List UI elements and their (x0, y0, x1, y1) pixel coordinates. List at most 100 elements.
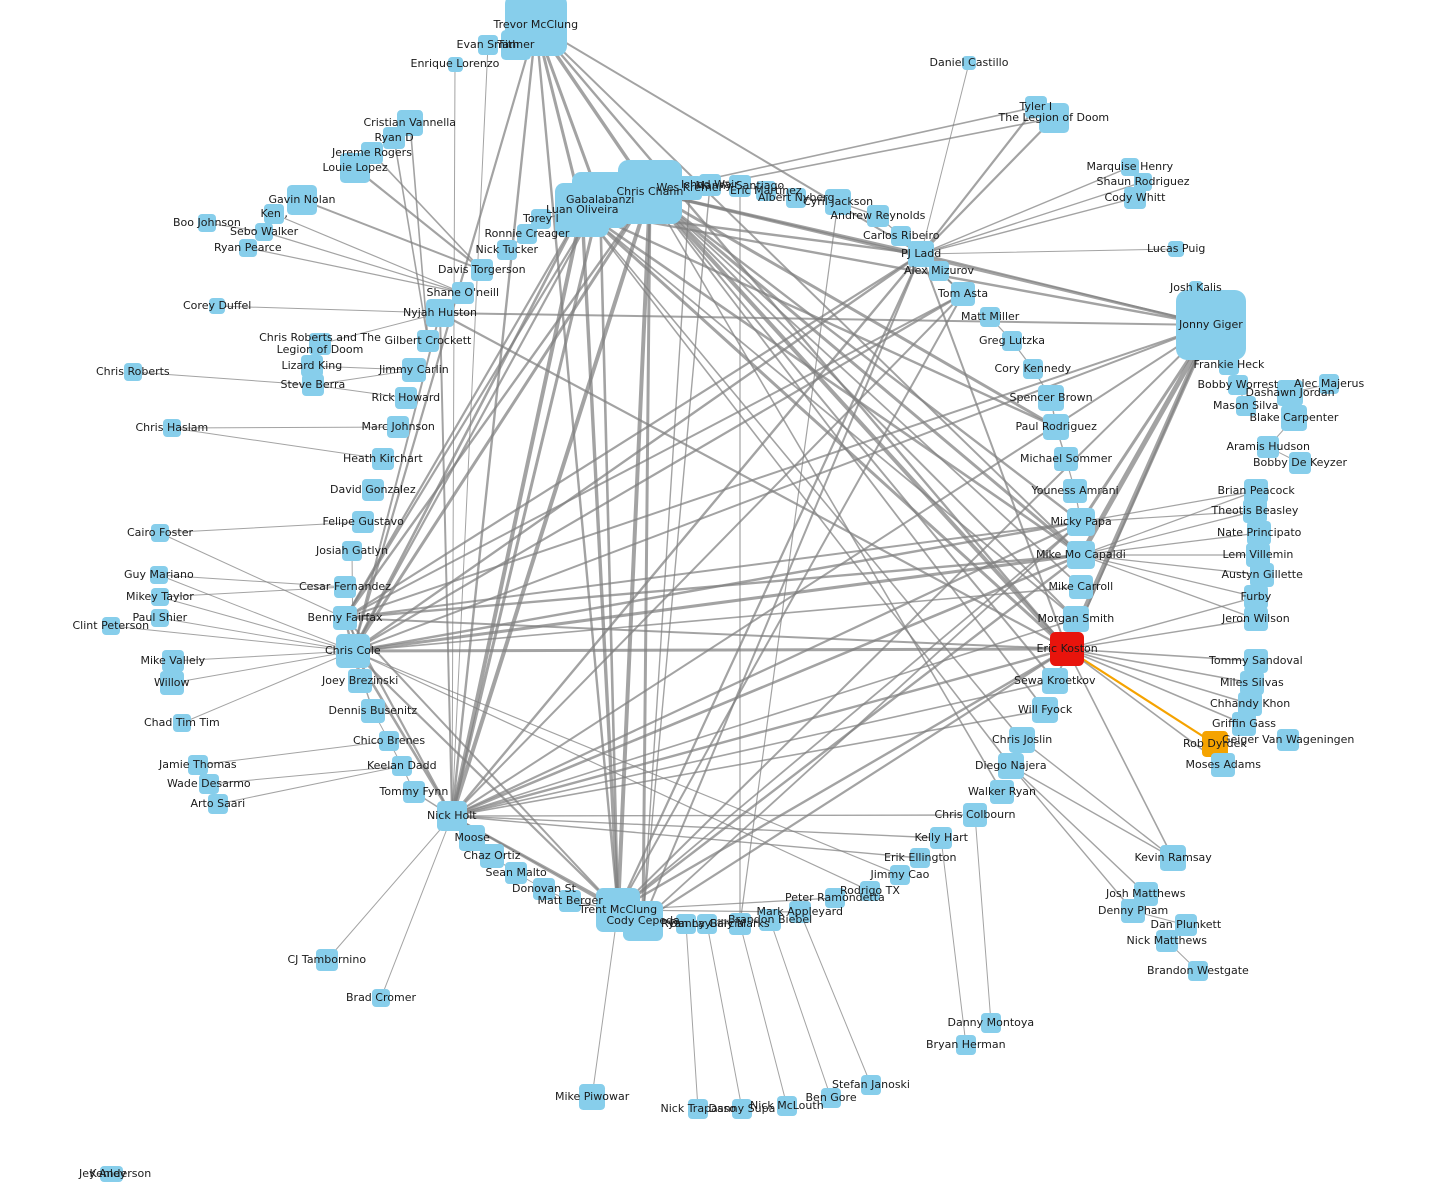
graph-node[interactable] (1188, 961, 1208, 981)
graph-node[interactable] (1050, 632, 1084, 666)
graph-node[interactable] (188, 755, 208, 775)
graph-node[interactable] (173, 714, 191, 732)
graph-node[interactable] (1277, 380, 1303, 406)
graph-node[interactable] (497, 240, 517, 260)
graph-node[interactable] (697, 914, 717, 934)
graph-node[interactable] (387, 416, 409, 438)
graph-node[interactable] (417, 330, 439, 352)
graph-node[interactable] (1038, 385, 1064, 411)
graph-node[interactable] (379, 731, 399, 751)
graph-node[interactable] (1244, 607, 1268, 631)
graph-node[interactable] (501, 30, 531, 60)
graph-node[interactable] (151, 609, 169, 627)
graph-node[interactable] (1289, 452, 1311, 474)
graph-node[interactable] (1168, 241, 1184, 257)
graph-node[interactable] (348, 669, 372, 693)
graph-node[interactable] (163, 419, 181, 437)
graph-node[interactable] (362, 479, 384, 501)
graph-node[interactable] (990, 780, 1014, 804)
graph-node[interactable] (951, 282, 975, 306)
graph-node[interactable] (209, 298, 225, 314)
graph-node[interactable] (981, 1013, 1001, 1033)
graph-node[interactable] (383, 127, 405, 149)
graph-node[interactable] (198, 214, 216, 232)
graph-node[interactable] (1219, 355, 1239, 375)
graph-node[interactable] (1240, 671, 1264, 695)
graph-node[interactable] (1009, 727, 1035, 753)
graph-node[interactable] (124, 363, 142, 381)
graph-node[interactable] (309, 333, 331, 355)
graph-node[interactable] (505, 862, 527, 884)
graph-node[interactable] (678, 176, 702, 200)
graph-node[interactable] (860, 881, 880, 901)
graph-node[interactable] (1160, 845, 1186, 871)
graph-node[interactable] (688, 1099, 708, 1119)
graph-node[interactable] (777, 1096, 797, 1116)
graph-node[interactable] (867, 205, 889, 227)
graph-node[interactable] (1202, 731, 1228, 757)
graph-node[interactable] (403, 781, 425, 803)
graph-node[interactable] (1244, 649, 1268, 673)
graph-node[interactable] (239, 239, 257, 257)
graph-node[interactable] (107, 1166, 123, 1182)
graph-node[interactable] (208, 794, 228, 814)
graph-node[interactable] (340, 153, 370, 183)
graph-node[interactable] (150, 566, 168, 584)
graph-node[interactable] (392, 756, 412, 776)
graph-node[interactable] (1277, 729, 1299, 751)
graph-node[interactable] (963, 803, 987, 827)
graph-node[interactable] (618, 160, 682, 224)
graph-node[interactable] (333, 606, 357, 630)
graph-node[interactable] (426, 299, 454, 327)
graph-node[interactable] (861, 1075, 881, 1095)
graph-node[interactable] (1243, 499, 1267, 523)
graph-node[interactable] (1039, 103, 1069, 133)
graph-node[interactable] (1236, 396, 1256, 416)
graph-node[interactable] (395, 387, 417, 409)
graph-node[interactable] (287, 185, 317, 215)
graph-node[interactable] (302, 374, 324, 396)
graph-node[interactable] (930, 827, 952, 849)
graph-node[interactable] (1281, 405, 1307, 431)
graph-node[interactable] (555, 183, 609, 237)
graph-node[interactable] (623, 901, 663, 941)
graph-node[interactable] (517, 224, 537, 244)
graph-node[interactable] (980, 307, 1000, 327)
graph-node[interactable] (447, 56, 463, 72)
graph-node[interactable] (786, 188, 806, 208)
graph-node[interactable] (255, 223, 273, 241)
graph-node[interactable] (1134, 173, 1152, 191)
graph-node[interactable] (533, 878, 555, 900)
graph-node[interactable] (1232, 712, 1256, 736)
graph-node[interactable] (1121, 899, 1145, 923)
graph-node[interactable] (825, 189, 851, 215)
graph-node[interactable] (1043, 414, 1069, 440)
graph-node[interactable] (729, 913, 751, 935)
graph-node[interactable] (316, 949, 338, 971)
graph-node[interactable] (910, 848, 930, 868)
graph-node[interactable] (1156, 930, 1178, 952)
graph-node[interactable] (1054, 447, 1078, 471)
graph-node[interactable] (452, 282, 474, 304)
graph-node[interactable] (1211, 753, 1235, 777)
graph-node[interactable] (162, 650, 184, 672)
graph-node[interactable] (1023, 359, 1043, 379)
graph-node[interactable] (1250, 563, 1274, 587)
graph-node[interactable] (102, 617, 120, 635)
graph-node[interactable] (1069, 575, 1093, 599)
graph-node[interactable] (151, 588, 169, 606)
graph-node[interactable] (729, 175, 751, 197)
graph-node[interactable] (478, 35, 498, 55)
graph-node[interactable] (1124, 187, 1146, 209)
graph-node[interactable] (334, 576, 356, 598)
graph-node[interactable] (352, 511, 374, 533)
graph-node[interactable] (1121, 158, 1139, 176)
graph-node[interactable] (160, 671, 184, 695)
graph-node[interactable] (891, 226, 911, 246)
graph-node[interactable] (151, 524, 169, 542)
graph-node[interactable] (372, 989, 390, 1007)
graph-node[interactable] (1247, 521, 1271, 545)
graph-node[interactable] (1032, 697, 1058, 723)
graph-node[interactable] (1063, 606, 1089, 632)
graph-node[interactable] (336, 634, 370, 668)
